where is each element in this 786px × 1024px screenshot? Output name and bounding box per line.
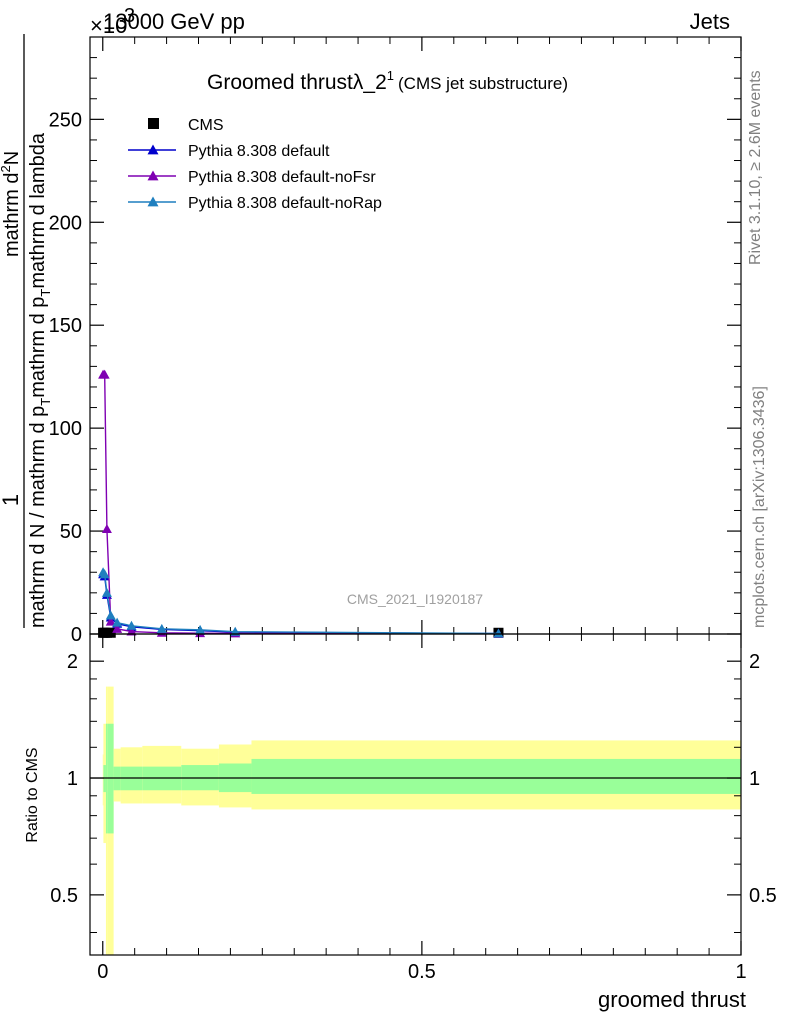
ylabel-num-n: N [1, 151, 23, 165]
series-point [156, 623, 167, 633]
y-exponent-base: ×10 [90, 13, 127, 38]
legend: CMS Pythia 8.308 default Pythia 8.308 defa… [128, 117, 382, 212]
y-tick-label: 50 [60, 521, 82, 543]
series-point [112, 617, 123, 627]
series-point [126, 626, 137, 636]
series-point [126, 620, 137, 630]
series-point [112, 623, 123, 633]
legend-label: CMS [188, 117, 224, 134]
legend-label: Pythia 8.308 default-noFsr [188, 169, 376, 186]
ratio-bands [90, 686, 742, 955]
legend-marker [148, 118, 159, 129]
ylabel-sub-t1: T [38, 398, 53, 406]
ylabel-sub-t2: T [38, 289, 53, 297]
data-point [105, 627, 116, 638]
rivet-version-text: Rivet 3.1.10, ≥ 2.6M events [747, 70, 764, 265]
ylabel-numerator-one: 1 [0, 494, 23, 506]
main-y-axis-title: 1 mathrm d N / mathrm d pTmathrm d pTmat… [0, 34, 53, 628]
collision-energy-label: 13000 GeV pp [103, 9, 245, 34]
series-point [105, 610, 116, 620]
ratio-y-axis-title: Ratio to CMS [24, 747, 41, 842]
chart-title-main: Groomed thrustλ_2 [207, 71, 387, 94]
x-tick-label: 0.5 [408, 961, 436, 983]
mcplots-reference-text: mcplots.cern.ch [arXiv:1306.3436] [751, 386, 768, 628]
process-label: Jets [690, 9, 730, 34]
ratio-plot-frame [89, 633, 742, 956]
ratio-y-tick-label-right: 0.5 [749, 885, 777, 907]
ratio-y-tick-label-right: 2 [749, 651, 760, 673]
series-line [102, 571, 499, 635]
y-tick-label: 250 [49, 109, 82, 131]
ylabel-dn-dpt: mathrm d N / mathrm d p [27, 406, 49, 628]
ratio-ticks: 0.5 0.5 1 1 2 2 0 0.5 1 [50, 634, 777, 983]
ratio-plot: 0.5 0.5 1 1 2 2 0 0.5 1 [50, 633, 777, 983]
legend-marker [147, 170, 159, 181]
ratio-outer-band [102, 754, 104, 806]
series-point [195, 624, 206, 634]
ratio-y-tick-label: 0.5 [50, 885, 78, 907]
y-tick-label: 0 [71, 624, 82, 646]
chart-title-sup: 1 [387, 68, 394, 83]
ylabel-dlambda: mathrm d lambda [27, 132, 49, 288]
ratio-y-tick-label-right: 1 [749, 768, 760, 790]
ylabel-num-d: mathrm d [1, 173, 23, 257]
ylabel-dpt2: mathrm d p [27, 297, 49, 398]
series-point [493, 628, 504, 638]
chart-title: Groomed thrustλ_21 (CMS jet substructure) [207, 68, 568, 94]
series-point [101, 587, 112, 597]
ratio-inner-band [251, 758, 742, 794]
legend-label: Pythia 8.308 default [188, 143, 330, 160]
ylabel-numerator: mathrm d2N [0, 151, 23, 257]
x-tick-label: 0 [97, 961, 108, 983]
y-tick-label: 150 [49, 315, 82, 337]
series-point [99, 569, 110, 579]
x-tick-label: 1 [735, 961, 746, 983]
legend-marker [147, 196, 159, 207]
x-axis-title: groomed thrust [598, 987, 746, 1012]
y-tick-label: 100 [49, 418, 82, 440]
y-tick-label: 200 [49, 212, 82, 234]
legend-label: Pythia 8.308 default-noRap [188, 195, 382, 212]
ylabel-num-sup: 2 [0, 165, 13, 172]
legend-marker [147, 144, 159, 155]
series-line [103, 373, 499, 635]
ylabel-denominator: mathrm d N / mathrm d pTmathrm d pTmathr… [27, 132, 53, 628]
chart-subtitle: (CMS jet substructure) [398, 74, 568, 93]
ratio-y-tick-label: 1 [67, 768, 78, 790]
analysis-watermark: CMS_2021_I1920187 [347, 591, 483, 607]
ratio-y-tick-label: 2 [67, 651, 78, 673]
series-point [105, 616, 116, 626]
series-point [101, 524, 112, 534]
series-point [99, 369, 110, 379]
y-exponent: 3 [124, 5, 135, 27]
